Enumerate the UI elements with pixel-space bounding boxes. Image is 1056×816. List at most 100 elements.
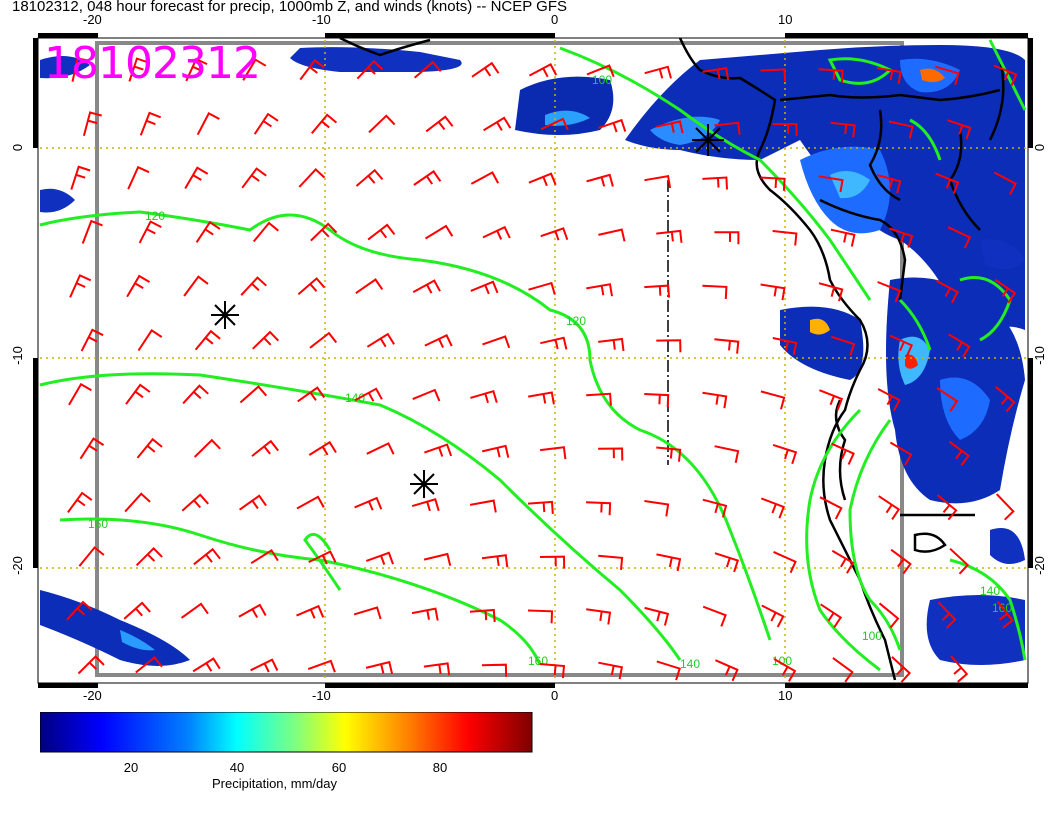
wind-barb bbox=[299, 59, 325, 81]
wind-barb bbox=[760, 283, 786, 301]
wind-barb bbox=[993, 171, 1017, 195]
wind-barb bbox=[598, 337, 625, 352]
wind-barb bbox=[82, 111, 102, 136]
contour-label: 160 bbox=[528, 654, 548, 668]
wind-barb bbox=[761, 604, 785, 628]
wind-barb bbox=[889, 441, 913, 466]
center-markers bbox=[211, 124, 724, 498]
wind-barb bbox=[772, 337, 798, 355]
wind-barb bbox=[877, 388, 901, 412]
wind-barb bbox=[539, 555, 566, 569]
colorbar-tick: 20 bbox=[123, 760, 139, 775]
bottom-axis-label: 10 bbox=[778, 688, 793, 703]
wind-barb bbox=[819, 496, 843, 520]
wind-barb bbox=[239, 494, 267, 511]
wind-barb bbox=[832, 657, 854, 683]
axis-bars bbox=[33, 33, 1033, 688]
wind-barb bbox=[772, 443, 798, 465]
wind-barb bbox=[586, 283, 613, 297]
wind-barb bbox=[936, 494, 958, 521]
wind-barb bbox=[714, 231, 740, 245]
wind-barb bbox=[68, 382, 92, 406]
wind-barb bbox=[413, 60, 442, 79]
wind-barb bbox=[528, 63, 558, 78]
wind-barb bbox=[598, 447, 624, 461]
wind-barb bbox=[253, 112, 279, 135]
wind-barb bbox=[195, 220, 221, 243]
wind-barb bbox=[181, 493, 209, 512]
wind-barb bbox=[702, 391, 728, 409]
top-axis-label: -10 bbox=[312, 12, 331, 27]
wind-barb bbox=[586, 501, 612, 516]
right-axis-label: -10 bbox=[1031, 346, 1047, 365]
wind-barb bbox=[540, 117, 569, 131]
wind-barb bbox=[948, 333, 971, 358]
wind-barb bbox=[69, 274, 92, 298]
wind-barb bbox=[772, 123, 798, 137]
wind-barb bbox=[355, 278, 384, 295]
wind-barb bbox=[251, 439, 279, 457]
wind-barb bbox=[888, 120, 914, 139]
wind-barb bbox=[773, 550, 797, 574]
wind-barb bbox=[124, 492, 151, 513]
wind-barb bbox=[830, 121, 856, 138]
right-axis-label: -20 bbox=[1031, 556, 1047, 575]
asterisk-marker bbox=[211, 301, 239, 329]
wind-barb bbox=[935, 65, 960, 86]
wind-barb bbox=[139, 111, 162, 136]
bottom-axis-label: -20 bbox=[83, 688, 102, 703]
wind-barb bbox=[71, 57, 90, 82]
wind-barb bbox=[760, 390, 786, 410]
weather-map: 100 120 140 160 120 140 160 100 160 100 … bbox=[33, 33, 1033, 688]
wind-barb bbox=[482, 225, 511, 240]
asterisk-marker bbox=[410, 470, 438, 498]
wind-barb bbox=[539, 446, 567, 460]
wind-barb bbox=[830, 335, 856, 356]
colorbar-tick: 80 bbox=[432, 760, 448, 775]
date-stamp: 18102312 bbox=[44, 38, 261, 89]
wind-barb bbox=[702, 176, 728, 190]
contour-label: 120 bbox=[145, 209, 165, 223]
wind-barb bbox=[194, 329, 221, 351]
wind-barb bbox=[481, 554, 509, 568]
height-contours bbox=[39, 39, 1027, 672]
wind-barb bbox=[250, 549, 279, 565]
wind-barb bbox=[996, 600, 1014, 629]
wind-barb bbox=[481, 444, 510, 458]
wind-barb bbox=[877, 281, 902, 303]
wind-barb bbox=[830, 228, 856, 247]
wind-barb bbox=[760, 68, 787, 82]
colorbar-tick: 60 bbox=[331, 760, 347, 775]
wind-barb bbox=[598, 661, 624, 680]
colorbar-title: Precipitation, mm/day bbox=[212, 776, 337, 791]
wind-barb bbox=[947, 119, 972, 140]
wind-barb bbox=[79, 437, 105, 460]
wind-barb bbox=[818, 282, 844, 302]
wind-barb bbox=[481, 663, 508, 677]
wind-barb bbox=[297, 277, 326, 295]
wind-barb bbox=[702, 284, 728, 299]
top-axis-label: 10 bbox=[778, 12, 793, 27]
wind-barb bbox=[238, 603, 267, 618]
wind-barb bbox=[819, 389, 844, 411]
wind-barb bbox=[81, 219, 103, 244]
right-axis-label: 0 bbox=[1032, 143, 1048, 152]
wind-barb bbox=[644, 500, 670, 517]
wind-barb bbox=[994, 278, 1017, 304]
left-axis-label: -20 bbox=[9, 556, 25, 575]
wind-barb bbox=[240, 276, 267, 296]
wind-barb bbox=[540, 336, 568, 350]
wind-barb bbox=[935, 279, 959, 304]
wind-barb bbox=[367, 223, 396, 241]
contour-label: 140 bbox=[345, 391, 365, 405]
wind-barb bbox=[936, 387, 959, 412]
contour-label: 100 bbox=[862, 629, 882, 643]
wind-barb bbox=[412, 388, 441, 402]
wind-barb bbox=[889, 334, 914, 357]
wind-barb bbox=[353, 606, 382, 620]
wind-barb bbox=[182, 384, 209, 405]
wind-barb bbox=[644, 284, 670, 298]
left-axis-label: 0 bbox=[10, 143, 26, 152]
bottom-axis-label: 0 bbox=[551, 688, 559, 703]
wind-barb bbox=[702, 66, 730, 81]
